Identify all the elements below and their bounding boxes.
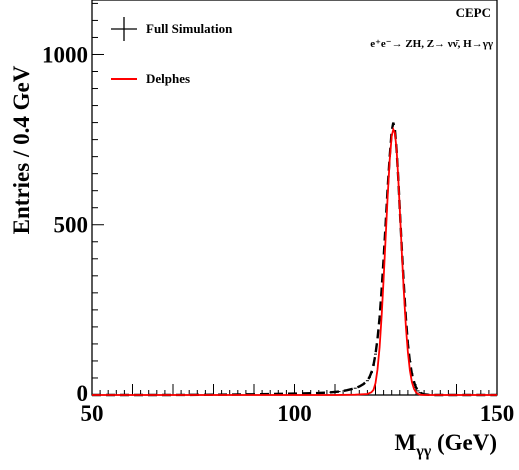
x-axis-title-unit: (GeV): [431, 430, 497, 455]
legend: Full Simulation Delphes: [111, 17, 233, 86]
legend-label-delphes: Delphes: [146, 71, 190, 86]
x-axis-title: Mγγ (GeV): [395, 430, 497, 460]
x-tick-label: 150: [480, 401, 515, 426]
legend-marker-full-simulation: [111, 17, 137, 41]
x-axis-title-main: M: [395, 430, 417, 455]
experiment-label: CEPC: [456, 5, 491, 20]
x-axis-title-subscript: γγ: [415, 443, 431, 460]
y-tick-label: 500: [54, 213, 89, 238]
series-full-simulation-line: [92, 122, 497, 397]
series-delphes-line: [92, 126, 497, 396]
y-tick-label: 0: [77, 381, 89, 406]
y-axis-ticks: 0 500 1000: [42, 2, 104, 406]
process-label: e⁺e⁻→ ZH, Z→ νν̄, H→γγ: [370, 38, 493, 50]
x-tick-label: 100: [277, 401, 312, 426]
plot-frame: [91, 0, 498, 396]
x-tick-label: 50: [81, 401, 104, 426]
y-axis-title: Entries / 0.4 GeV: [9, 65, 34, 234]
x-axis-ticks: 50 100 150: [81, 384, 515, 426]
legend-label-full-simulation: Full Simulation: [146, 21, 233, 36]
y-tick-label: 1000: [42, 42, 88, 67]
series-layer: [92, 122, 497, 397]
